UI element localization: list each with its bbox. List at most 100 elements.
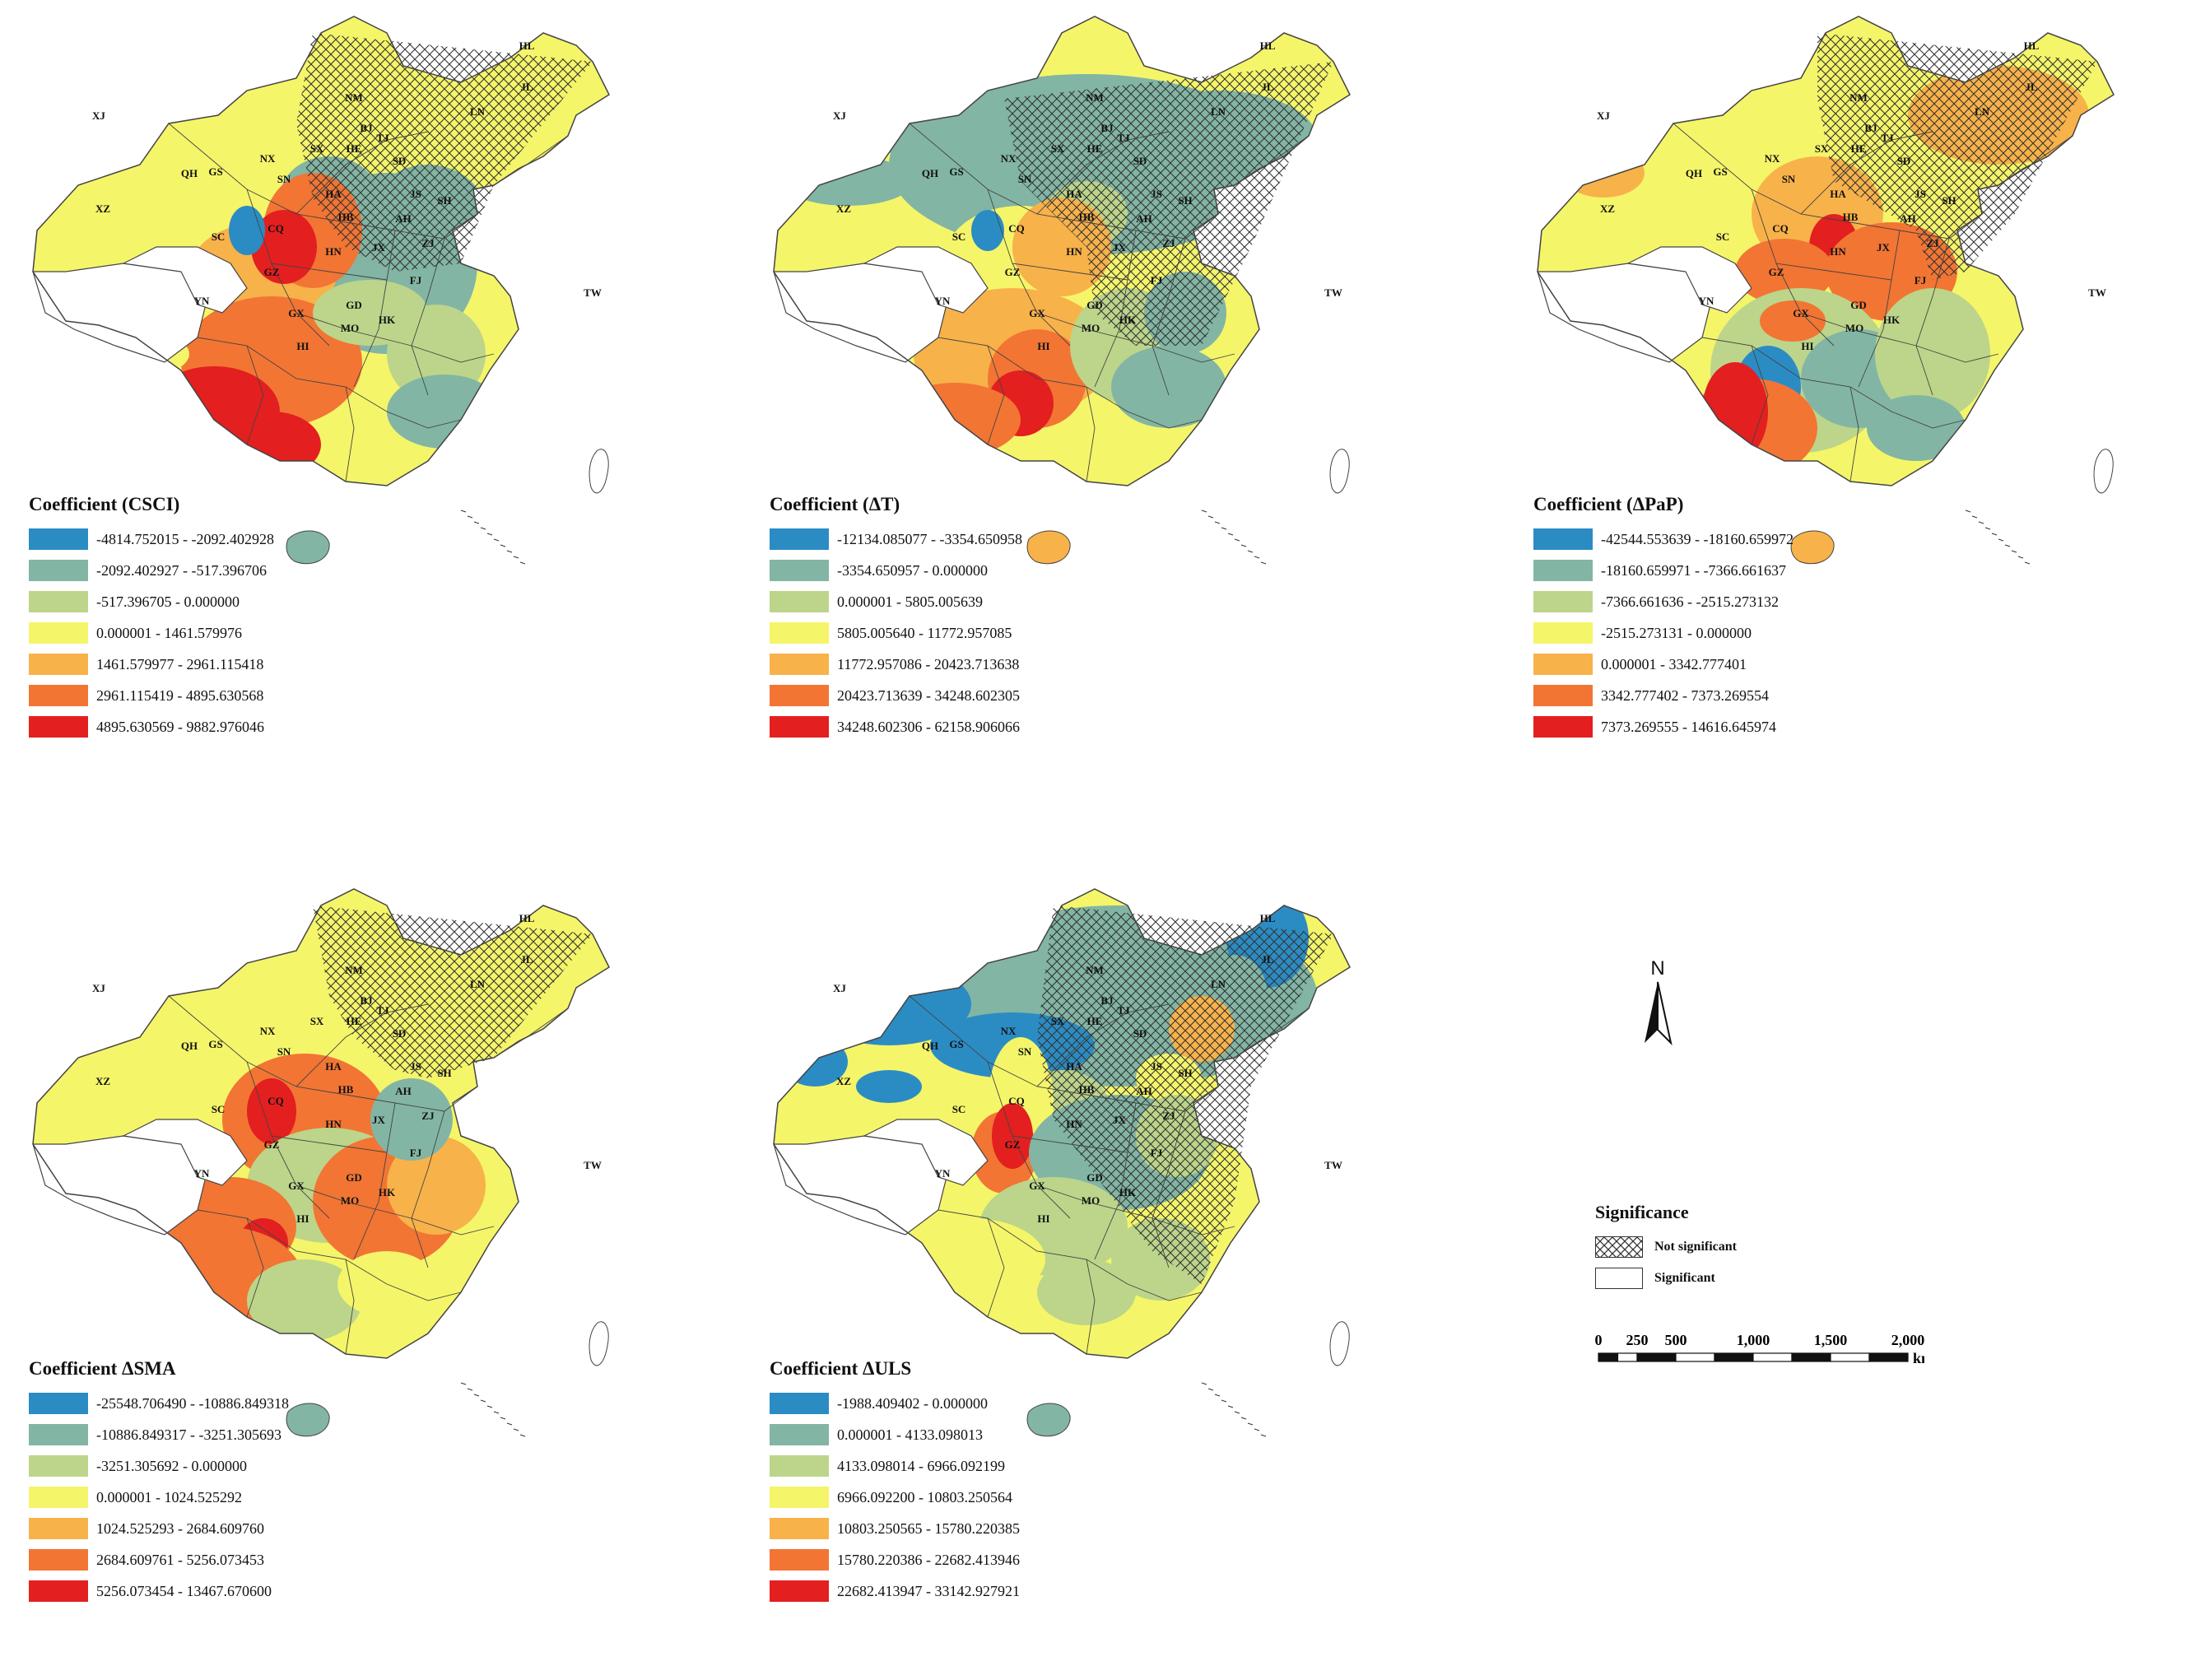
legend-swatch — [770, 1455, 829, 1477]
province-label: GS — [208, 1038, 222, 1050]
province-boundary — [345, 1259, 355, 1355]
scale-tick-label: 500 — [1665, 1332, 1687, 1348]
province-label: HN — [1830, 245, 1846, 258]
province-boundary — [1701, 337, 1769, 445]
province-label: LN — [470, 105, 486, 118]
province-label: HN — [325, 1118, 342, 1130]
coefficient-zone — [222, 412, 321, 477]
legend-title: Coefficient (CSCI) — [29, 494, 180, 514]
province-label: NX — [1001, 1025, 1017, 1037]
province-label: SC — [952, 230, 966, 243]
island-mark — [506, 1422, 513, 1426]
province-label: HI — [1801, 340, 1813, 352]
province-boundary — [1849, 386, 1859, 482]
legend-row: -517.396705 - 0.000000 — [29, 586, 274, 617]
map-panel-delta-sma: XJ QH XZ GS NX SN SX HE BJ TJ NM HL JL LN SD HA JS SH AH HB… — [0, 873, 724, 1679]
province-label: NX — [260, 1025, 276, 1037]
legend-row: 4895.630569 - 9882.976046 — [29, 711, 274, 742]
province-label: HI — [296, 1212, 309, 1225]
legend-range-label: 5805.005640 - 11772.957085 — [837, 624, 1012, 641]
province-label: SD — [1133, 155, 1147, 167]
province-boundary — [1673, 123, 1851, 223]
island-mark — [1260, 1434, 1267, 1437]
hatch-swatch-icon — [1595, 1236, 1643, 1258]
hainan-island — [1026, 1403, 1071, 1437]
province-boundary — [1036, 1184, 1153, 1219]
legend-row: 0.000001 - 5805.005639 — [770, 586, 1022, 617]
national-boundary — [773, 888, 1351, 1359]
legend-swatch — [770, 528, 829, 550]
province-label: JL — [1261, 953, 1274, 966]
province-label: CQ — [268, 222, 284, 235]
province-label: HL — [2024, 40, 2040, 52]
legend-swatch — [770, 560, 829, 581]
no-data-region — [863, 1119, 989, 1186]
scale-bar: 0 250 500 1,000 1,500 2,000 km — [1595, 1317, 1934, 1371]
legend-range-label: -25548.706490 - -10886.849318 — [96, 1394, 289, 1412]
legend-range-label: 34248.602306 - 62158.906066 — [837, 718, 1020, 735]
province-label: NX — [260, 152, 276, 165]
coefficient-zone — [1702, 362, 1768, 461]
province-label: BJ — [1100, 122, 1114, 134]
legend-swatch — [770, 716, 829, 738]
island-mark — [1240, 544, 1247, 547]
province-boundary — [1152, 345, 1235, 363]
province-boundary — [197, 1209, 264, 1318]
legend-swatch — [29, 1580, 88, 1602]
legend-swatch — [1533, 685, 1593, 706]
province-label: CQ — [1772, 222, 1789, 235]
province-boundary — [1998, 135, 2073, 186]
scale-segment — [1675, 1352, 1715, 1362]
coefficient-zone — [49, 1021, 198, 1087]
legend-row: 0.000001 - 4133.098013 — [770, 1419, 1020, 1450]
province-boundary — [411, 1217, 495, 1236]
legend-row: 5805.005640 - 11772.957085 — [770, 617, 1022, 649]
map-panel-delta-t: XJ QH XZ GS NX SN SX HE BJ TJ NM HL JL LN SD HA JS SH AH HB… — [741, 0, 1465, 790]
province-boundary — [1800, 131, 1933, 215]
province-label: SX — [1051, 142, 1065, 155]
province-label: AH — [395, 212, 412, 225]
island-mark — [493, 1411, 500, 1414]
coefficient-legend: Coefficient ΔSMA -25548.706490 - -10886.8… — [29, 1358, 289, 1607]
island-mark — [1221, 1399, 1227, 1403]
province-label: SD — [393, 155, 407, 167]
province-label: HE — [347, 1015, 362, 1027]
province-boundary — [1234, 1008, 1310, 1059]
scale-segment — [1617, 1352, 1638, 1362]
province-label: YN — [194, 1167, 210, 1180]
legend-swatch — [770, 1393, 829, 1414]
province-label: JS — [1151, 1060, 1162, 1073]
legend-swatch — [29, 1518, 88, 1539]
legend-swatch — [29, 1424, 88, 1445]
province-boundary — [1012, 1135, 1128, 1153]
province-label: XZ — [836, 202, 851, 215]
national-boundary — [32, 16, 610, 486]
legend-row: -1988.409402 - 0.000000 — [770, 1388, 1020, 1419]
legend-row: 0.000001 - 3342.777401 — [1533, 649, 1794, 680]
legend-row: -25548.706490 - -10886.849318 — [29, 1388, 289, 1419]
province-label: MO — [1082, 1194, 1100, 1207]
legend-range-label: -4814.752015 - -2092.402928 — [96, 530, 274, 547]
taiwan-island — [1329, 449, 1350, 494]
legend-title: Coefficient (ΔT) — [770, 494, 900, 514]
legend-row: 20423.713639 - 34248.602305 — [770, 680, 1022, 711]
legend-row: -3354.650957 - 0.000000 — [770, 555, 1022, 586]
legend-swatch — [1533, 654, 1593, 675]
island-mark — [1978, 521, 1984, 524]
province-boundary — [246, 188, 330, 347]
province-boundary — [386, 411, 462, 429]
province-label: TJ — [1117, 1004, 1130, 1017]
legend-row: 2684.609761 - 5256.073453 — [29, 1544, 289, 1575]
province-label: HL — [1260, 912, 1276, 924]
province-label: ZJ — [1162, 237, 1175, 249]
legend-swatch — [29, 591, 88, 612]
province-label: QH — [181, 1040, 198, 1052]
coefficient-legend: Coefficient (ΔPaP) -42544.553639 - -18160… — [1533, 494, 1794, 742]
legend-range-label: 4133.098014 - 6966.092199 — [837, 1457, 1005, 1474]
province-label: HA — [1830, 188, 1846, 200]
legend-swatch — [770, 1549, 829, 1571]
province-label: TW — [2088, 286, 2106, 299]
island-mark — [506, 550, 513, 553]
